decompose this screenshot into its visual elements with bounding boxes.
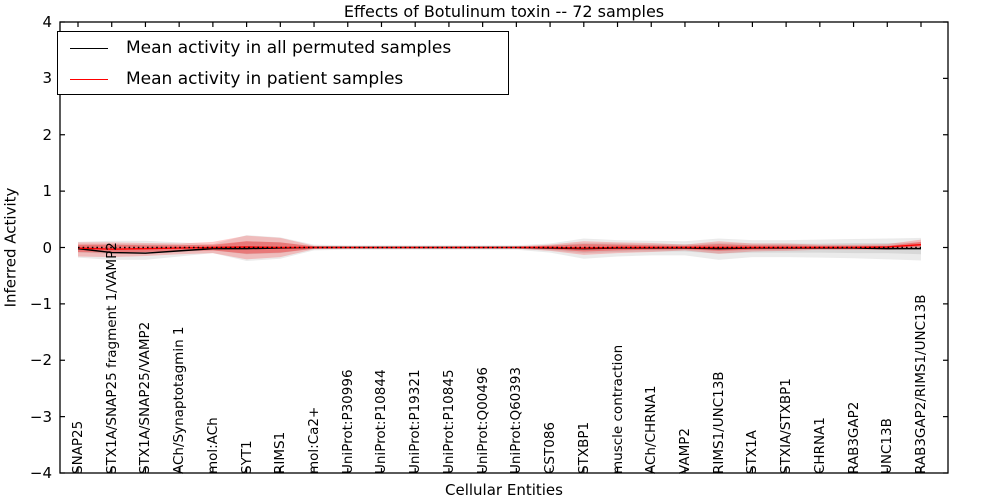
y-tick-label: 3 <box>42 69 52 88</box>
y-tick-label: −2 <box>29 351 52 370</box>
legend-label: Mean activity in patient samples <box>126 69 404 89</box>
x-tick-label: UniProt:P10844 <box>373 369 390 474</box>
x-tick-label: STX1A/SNAP25 fragment 1/VAMP2 <box>103 242 120 474</box>
y-tick-label: −3 <box>29 407 52 426</box>
x-tick-label: SNAP25 <box>70 420 86 474</box>
x-tick-label: UniProt:P19321 <box>407 369 424 474</box>
y-tick-label: 4 <box>42 13 52 31</box>
legend-line-sample-red <box>70 78 108 80</box>
x-tick-label: RAB3GAP2 <box>845 401 862 474</box>
x-tick-label: STXBP1 <box>575 421 592 474</box>
y-tick-label: 0 <box>42 238 52 257</box>
x-tick-label: ACh/Synaptotagmin 1 <box>171 326 188 474</box>
legend-entry-permuted: Mean activity in all permuted samples <box>58 33 508 63</box>
x-tick-label: RAB3GAP2/RIMS1/UNC13B <box>913 294 929 474</box>
x-tick-label: STXIA/STXBP1 <box>778 378 795 474</box>
x-tick-label: UniProt:Q60393 <box>508 366 525 474</box>
x-tick-label: SYT1 <box>238 440 255 474</box>
x-tick-label: mol:ACh <box>204 417 221 474</box>
legend-entry-patient: Mean activity in patient samples <box>58 64 508 94</box>
x-tick-label: STX1A <box>744 430 761 474</box>
x-tick-label: mol:Ca2+ <box>306 406 323 474</box>
x-tick-label: ACh/CHRNA1 <box>643 385 660 474</box>
x-tick-label: UniProt:P10845 <box>440 369 457 474</box>
x-tick-label: UniProt:Q00496 <box>474 366 491 474</box>
legend-line-sample-black <box>70 47 108 49</box>
y-tick-label: 1 <box>42 182 52 201</box>
y-tick-label: −1 <box>29 294 52 313</box>
x-tick-label: muscle contraction <box>609 344 626 474</box>
x-tick-label: RIMS1/UNC13B <box>710 371 727 474</box>
legend-label: Mean activity in all permuted samples <box>126 38 452 58</box>
x-tick-label: STX1A/SNAP25/VAMP2 <box>137 321 154 474</box>
x-tick-label: CST086 <box>542 421 559 474</box>
x-tick-label: VAMP2 <box>676 428 693 474</box>
x-axis-label: Cellular Entities <box>445 481 563 499</box>
x-tick-label: RIMS1 <box>272 431 289 474</box>
x-tick-label: UniProt:P30996 <box>339 369 356 474</box>
series-line-mean-activity-in-patient-samples <box>77 243 922 250</box>
x-tick-label: UNC13B <box>879 418 896 474</box>
y-tick-label: −4 <box>29 464 52 482</box>
y-tick-label: 2 <box>42 125 52 144</box>
legend: Mean activity in all permuted samples Me… <box>57 31 509 95</box>
chart-title: Effects of Botulinum toxin -- 72 samples <box>343 2 665 21</box>
x-tick-label: CHRNA1 <box>811 417 828 474</box>
